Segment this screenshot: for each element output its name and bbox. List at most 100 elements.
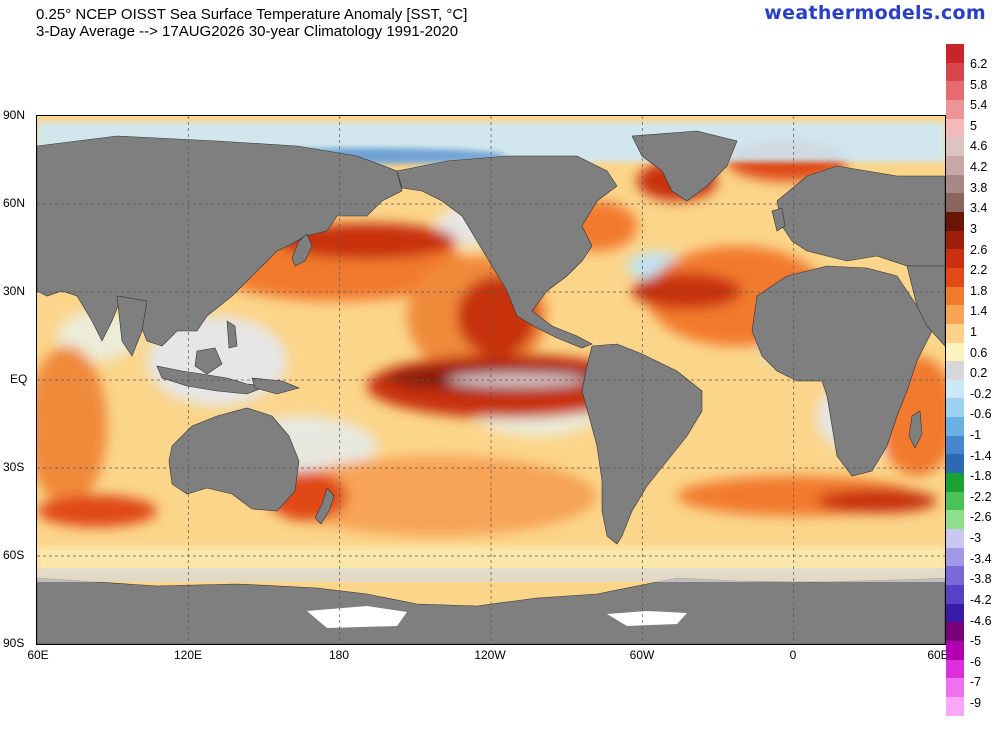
india-landmass: [116, 295, 148, 357]
map-title: 0.25° NCEP OISST Sea Surface Temperature…: [36, 6, 467, 40]
colorbar-swatch: [946, 267, 964, 287]
colorbar-swatch: [946, 342, 964, 362]
borneo-landmass: [194, 347, 223, 375]
colorbar-tick-label: 3: [970, 221, 977, 236]
colorbar-tick-label: -6: [970, 654, 982, 669]
colorbar-swatch: [946, 641, 964, 660]
colorbar-tick-label: 1.8: [970, 283, 988, 298]
colorbar-swatch: [946, 193, 964, 212]
colorbar-tick-label: 5: [970, 118, 977, 133]
colorbar-swatch: [946, 603, 964, 623]
lon-label-120e: 120E: [173, 648, 203, 662]
colorbar-swatch: [946, 62, 964, 82]
colorbar-tick-label: -4.6: [970, 613, 992, 628]
new-zealand-landmass: [314, 487, 335, 525]
colorbar-swatch: [946, 529, 964, 548]
colorbar-tick-label: 5.8: [970, 77, 988, 92]
colorbar-swatch: [946, 174, 964, 194]
lat-label-60s: 60S: [3, 548, 25, 562]
british-isles-landmass: [771, 207, 786, 232]
colorbar-swatch: [946, 454, 964, 474]
colorbar-tick-label: 4.6: [970, 139, 988, 154]
colorbar-swatch: [946, 323, 964, 343]
colorbar-tick-label: 3.8: [970, 180, 988, 195]
colorbar-tick-label: -3.8: [970, 572, 992, 587]
colorbar-tick-label: 0.2: [970, 366, 988, 381]
new-guinea-landmass: [251, 377, 300, 395]
colorbar-tick-label: -3.4: [970, 551, 992, 566]
title-line-2: 3-Day Average --> 17AUG2026 30-year Clim…: [36, 23, 459, 40]
colorbar-tick-label: -0.6: [970, 407, 992, 422]
colorbar-tick-label: 4.2: [970, 160, 988, 175]
sst-anomaly-map: [36, 115, 946, 645]
lat-label-30n: 30N: [3, 284, 26, 298]
africa-landmass: [751, 265, 933, 477]
colorbar-tick-label: 2.6: [970, 242, 988, 257]
colorbar-swatch: [946, 473, 964, 492]
colorbar-swatch: [946, 118, 964, 138]
lon-label-0: 0: [789, 648, 797, 662]
japan-landmass: [291, 233, 313, 267]
colorbar-swatch: [946, 491, 964, 511]
colorbar-tick-label: -2.6: [970, 510, 992, 525]
colorbar-tick-label: -3: [970, 531, 982, 546]
greenland-landmass: [631, 130, 738, 202]
colorbar-swatch: [946, 585, 964, 604]
lon-label-120w: 120W: [474, 648, 506, 662]
lon-label-60w: 60W: [629, 648, 655, 662]
colorbar-tick-label: 1.4: [970, 304, 988, 319]
lat-label-eq: EQ: [10, 372, 28, 386]
colorbar-tick-label: 1: [970, 324, 977, 339]
colorbar-swatch: [946, 398, 964, 418]
colorbar-swatch: [946, 305, 964, 324]
colorbar-swatch: [946, 155, 964, 175]
colorbar-tick-label: -4.2: [970, 592, 992, 607]
colorbar-swatch: [946, 286, 964, 306]
colorbar-tick-label: 0.6: [970, 345, 988, 360]
colorbar-swatch: [946, 659, 964, 679]
colorbar-tick-label: 3.4: [970, 201, 988, 216]
colorbar-swatch: [946, 44, 964, 63]
colorbar-tick-label: -7: [970, 675, 982, 690]
colorbar-swatch: [946, 81, 964, 100]
lat-label-90n: 90N: [3, 108, 26, 122]
colorbar: [946, 44, 964, 716]
colorbar-swatch: [946, 622, 964, 641]
lon-label-180: 180: [328, 648, 350, 662]
brand-logo[interactable]: weathermodels.com: [764, 2, 986, 24]
colorbar-swatch: [946, 211, 964, 231]
colorbar-swatch: [946, 678, 964, 697]
colorbar-tick-label: 5.4: [970, 98, 988, 113]
colorbar-tick-label: -1: [970, 428, 982, 443]
colorbar-swatch: [946, 137, 964, 156]
colorbar-swatch: [946, 99, 964, 119]
madagascar-landmass: [908, 410, 923, 449]
lon-label-60e: 60E: [27, 648, 49, 662]
colorbar-swatch: [946, 230, 964, 250]
lon-label-60e-right: 60E: [927, 648, 949, 662]
colorbar-swatch: [946, 510, 964, 530]
colorbar-tick-label: -1.8: [970, 469, 992, 484]
philippines-landmass: [226, 320, 238, 349]
colorbar-swatch: [946, 249, 964, 268]
land-masses: [37, 130, 945, 644]
lat-label-30s: 30S: [3, 460, 25, 474]
ice-shelves: [307, 606, 687, 628]
colorbar-swatch: [946, 696, 964, 716]
colorbar-tick-label: -9: [970, 696, 982, 711]
colorbar-swatch: [946, 566, 964, 586]
arabia-landmass: [906, 265, 945, 347]
colorbar-tick-label: -5: [970, 634, 982, 649]
colorbar-tick-label: 2.2: [970, 263, 988, 278]
colorbar-swatch: [946, 379, 964, 399]
lat-label-60n: 60N: [3, 196, 26, 210]
colorbar-swatch: [946, 417, 964, 436]
lat-label-90s: 90S: [3, 636, 25, 650]
gridlines: [37, 116, 945, 644]
colorbar-swatch: [946, 361, 964, 380]
colorbar-tick-label: -1.4: [970, 448, 992, 463]
colorbar-tick-label: 6.2: [970, 57, 988, 71]
colorbar-swatch: [946, 435, 964, 455]
colorbar-swatch: [946, 547, 964, 567]
australia-landmass: [168, 407, 300, 512]
